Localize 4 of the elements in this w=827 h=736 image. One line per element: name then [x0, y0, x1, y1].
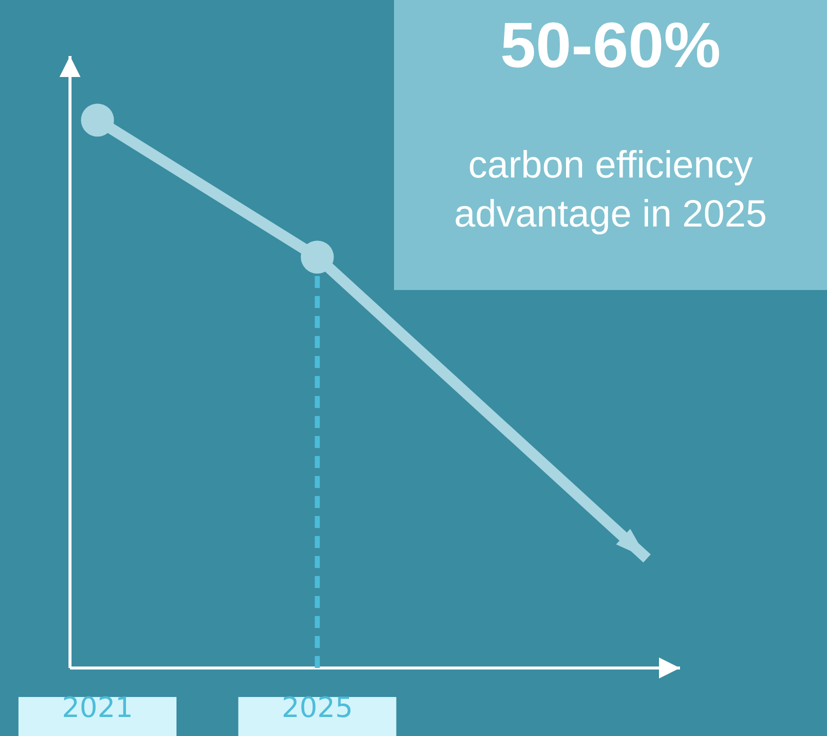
text: 50-60% [500, 9, 721, 81]
x-tick-label: 2025 [282, 691, 353, 724]
x-tick-label: 2021 [62, 691, 134, 724]
annotation: carbon efficiency advantage in 2025 [454, 144, 767, 236]
